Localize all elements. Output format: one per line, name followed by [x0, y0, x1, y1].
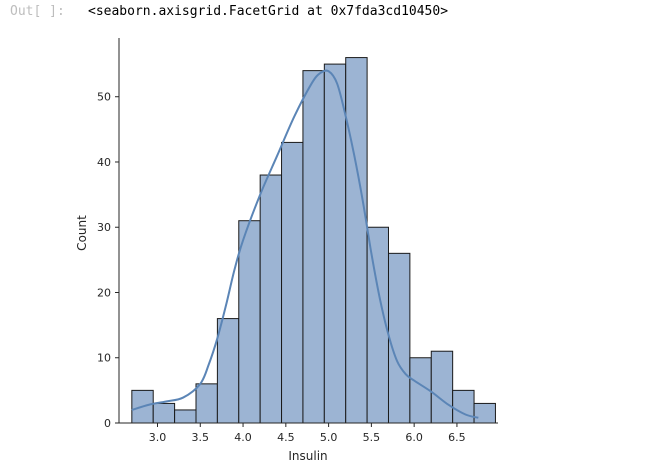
y-tick-label: 0 [104, 417, 111, 430]
histogram-bar [195, 383, 218, 424]
histogram-bar [345, 57, 368, 424]
histogram-bar [216, 318, 240, 424]
histogram-bar [387, 252, 411, 424]
y-tick-label: 20 [97, 286, 111, 299]
x-tick-label: 4.5 [277, 431, 295, 444]
x-tick-label: 4.0 [234, 431, 252, 444]
x-axis-title: Insulin [288, 449, 327, 463]
histogram-bar [473, 402, 496, 424]
y-tick-label: 10 [97, 352, 111, 365]
kde-curve [131, 69, 479, 419]
x-tick-label: 5.0 [320, 431, 338, 444]
y-axis-title: Count [75, 215, 89, 251]
x-tick-label: 3.0 [149, 431, 167, 444]
histogram-bar [323, 63, 347, 424]
histogram-bar [259, 174, 283, 424]
histogram-bars [131, 57, 496, 424]
x-tick-label: 6.5 [448, 431, 466, 444]
x-axis-ticks: 3.0 3.5 4.0 4.5 5.0 5.5 6.0 6.5 [149, 423, 466, 444]
x-tick-label: 5.5 [363, 431, 381, 444]
y-tick-label: 50 [97, 91, 111, 104]
y-tick-label: 30 [97, 221, 111, 234]
x-tick-label: 6.0 [405, 431, 423, 444]
histogram-bar [302, 70, 325, 424]
histogram-bar [430, 350, 454, 424]
output-prompt: Out[ ]: [10, 4, 65, 19]
histogram-bar [281, 141, 304, 424]
x-tick-label: 3.5 [192, 431, 210, 444]
y-tick-label: 40 [97, 156, 111, 169]
output-row: Out[ ]: <seaborn.axisgrid.FacetGrid at 0… [0, 0, 652, 28]
histogram-bar [452, 389, 475, 424]
histogram-bar [238, 220, 261, 424]
y-axis-ticks: 0 10 20 30 40 50 [97, 91, 119, 430]
histogram-bar [152, 402, 176, 424]
histogram-bar [174, 409, 197, 424]
output-text: <seaborn.axisgrid.FacetGrid at 0x7fda3cd… [88, 4, 449, 19]
